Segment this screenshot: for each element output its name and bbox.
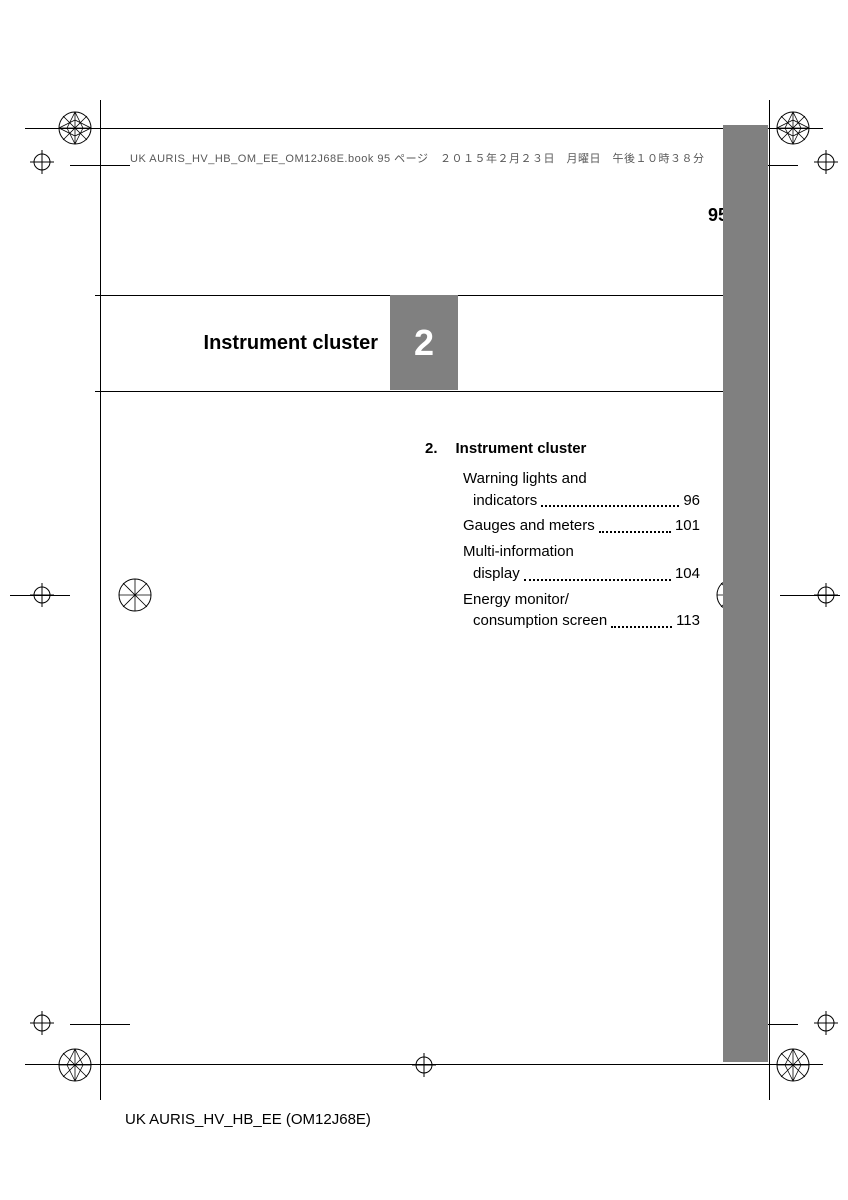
toc-item-page: 96 xyxy=(683,490,700,512)
toc-item-page: 101 xyxy=(675,515,700,537)
header-meta-text: UK AURIS_HV_HB_OM_EE_OM12J68E.book 95 ペー… xyxy=(130,150,704,166)
table-of-contents: 2. Instrument cluster Warning lights and… xyxy=(425,438,700,636)
crosshair-mark-icon xyxy=(30,150,54,174)
crop-line-left xyxy=(100,100,101,1100)
toc-item-page: 113 xyxy=(676,610,700,632)
toc-item-label: Warning lights and xyxy=(463,468,587,490)
chapter-title: Instrument cluster xyxy=(204,332,378,355)
toc-item-label: display xyxy=(463,563,520,585)
toc-section-number: 2. xyxy=(425,438,438,460)
crosshair-mark-icon xyxy=(814,150,838,174)
toc-leader-dots xyxy=(599,531,671,533)
toc-item: display 104 xyxy=(425,563,700,585)
toc-leader-dots xyxy=(541,505,679,507)
registration-mark-icon xyxy=(115,575,155,615)
registration-mark-icon xyxy=(55,108,95,148)
crosshair-mark-icon xyxy=(814,1011,838,1035)
toc-item: Gauges and meters 101 xyxy=(425,515,700,537)
toc-item-label: indicators xyxy=(463,490,537,512)
crosshair-mark-icon xyxy=(30,583,54,607)
section-side-bar xyxy=(723,125,768,1062)
registration-mark-icon xyxy=(55,1045,95,1085)
crosshair-mark-icon xyxy=(412,1053,436,1077)
footer-document-id: UK AURIS_HV_HB_EE (OM12J68E) xyxy=(125,1111,371,1128)
chapter-number: 2 xyxy=(414,322,434,364)
toc-leader-dots xyxy=(524,579,671,581)
toc-item-label: Gauges and meters xyxy=(463,515,595,537)
toc-item-label: Energy monitor/ xyxy=(463,589,569,611)
toc-item-label: Multi-information xyxy=(463,541,574,563)
toc-item: Multi-information xyxy=(425,541,700,563)
toc-item-page: 104 xyxy=(675,563,700,585)
toc-section-heading: 2. Instrument cluster xyxy=(425,438,700,460)
page: UK AURIS_HV_HB_OM_EE_OM12J68E.book 95 ペー… xyxy=(0,0,848,1200)
chapter-header: Instrument cluster 2 xyxy=(95,310,723,380)
toc-item-label: consumption screen xyxy=(463,610,607,632)
registration-mark-icon xyxy=(773,1045,813,1085)
toc-leader-dots xyxy=(611,626,672,628)
crosshair-mark-icon xyxy=(814,583,838,607)
crop-line-right xyxy=(769,100,770,1100)
toc-item: Warning lights and xyxy=(425,468,700,490)
toc-section-title: Instrument cluster xyxy=(456,438,587,460)
toc-item: indicators 96 xyxy=(425,490,700,512)
toc-item: Energy monitor/ xyxy=(425,589,700,611)
divider xyxy=(95,391,723,392)
crop-tick xyxy=(70,165,130,166)
toc-item: consumption screen 113 xyxy=(425,610,700,632)
chapter-number-box: 2 xyxy=(390,295,458,390)
crosshair-mark-icon xyxy=(30,1011,54,1035)
crop-tick xyxy=(70,1024,130,1025)
registration-mark-icon xyxy=(773,108,813,148)
crop-line-top xyxy=(25,128,823,129)
